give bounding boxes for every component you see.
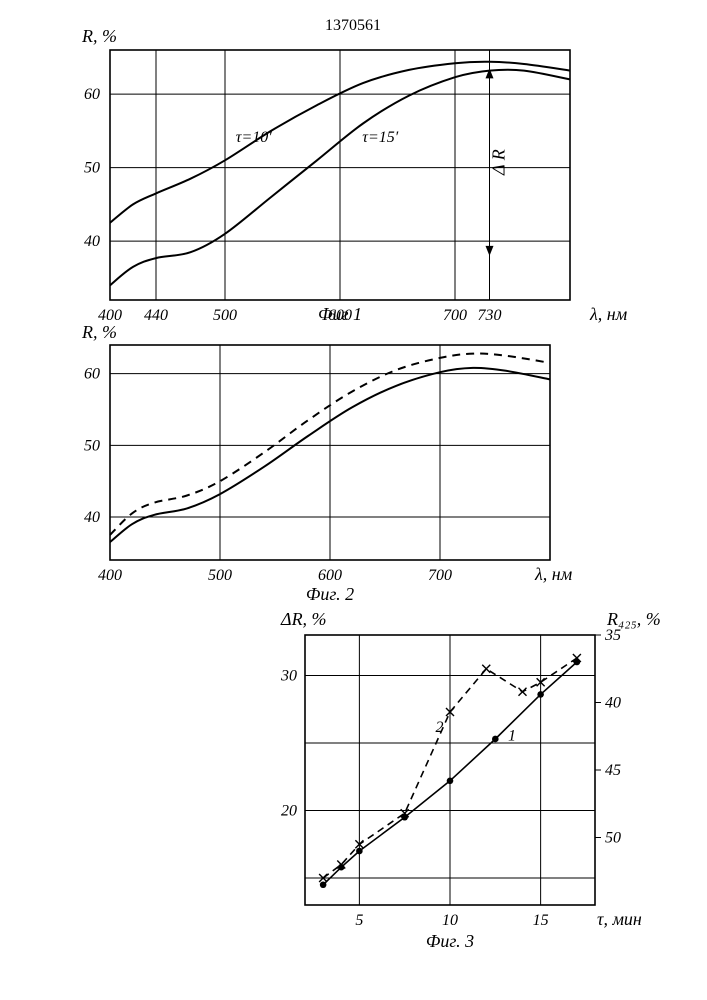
svg-text:500: 500 [208,567,232,584]
svg-text:400: 400 [98,567,122,584]
curve-label: τ=15′ [362,129,399,146]
svg-text:30: 30 [280,668,297,685]
y-axis-label: R, % [81,26,117,46]
svg-text:10: 10 [442,912,458,929]
fig3: 1 2 20 30 ΔR, % 35 40 45 50 R₄₂₅, % 5 10 15 τ, мин Фиг… [280,609,661,951]
delta-r-label: Δ R [489,149,509,176]
svg-text:600: 600 [318,567,342,584]
marker-dot [356,848,363,855]
svg-text:15: 15 [533,912,549,929]
svg-text:500: 500 [213,307,237,324]
series-label: 2 [436,719,444,736]
fig-title: Фиг 1 [318,304,362,324]
fig2: 40 50 60 R, % 400 500 600 700 λ, нм Фиг. 2 [81,322,573,604]
fig-title: Фиг. 2 [306,584,354,604]
svg-text:35: 35 [604,627,621,644]
marker-dot [492,736,499,743]
svg-text:60: 60 [84,366,100,383]
svg-text:50: 50 [84,160,100,177]
svg-text:40: 40 [84,233,100,250]
svg-text:40: 40 [605,695,621,712]
svg-text:20: 20 [281,803,297,820]
svg-text:730: 730 [478,307,502,324]
svg-text:40: 40 [84,509,100,526]
figure-canvas: 1370561 Δ R τ=10′ τ=15′ 40 50 60 R, % 400 440 500 6… [0,0,707,1000]
y-left-label: ΔR, % [280,609,327,629]
y-right-label: R₄₂₅, % [606,609,661,629]
svg-text:700: 700 [443,307,467,324]
curve-label: τ=10′ [236,129,273,146]
marker-dot [447,778,454,785]
series-label: 1 [508,727,516,744]
page-number: 1370561 [325,17,381,34]
y-axis-label: R, % [81,322,117,342]
fig1: Δ Rτ=10′τ=15′405060R, %40044050060070073… [81,26,628,324]
x-axis-label: λ, нм [589,304,628,324]
svg-text:700: 700 [428,567,452,584]
svg-text:50: 50 [84,437,100,454]
x-axis-label: λ, нм [534,564,573,584]
svg-text:5: 5 [355,912,363,929]
marker-dot [320,881,327,888]
x-axis-label: τ, мин [597,909,642,929]
svg-text:60: 60 [84,86,100,103]
svg-text:50: 50 [605,830,621,847]
marker-dot [537,691,544,698]
svg-text:45: 45 [605,762,621,779]
svg-text:440: 440 [144,307,168,324]
fig-title: Фиг. 3 [426,931,474,951]
